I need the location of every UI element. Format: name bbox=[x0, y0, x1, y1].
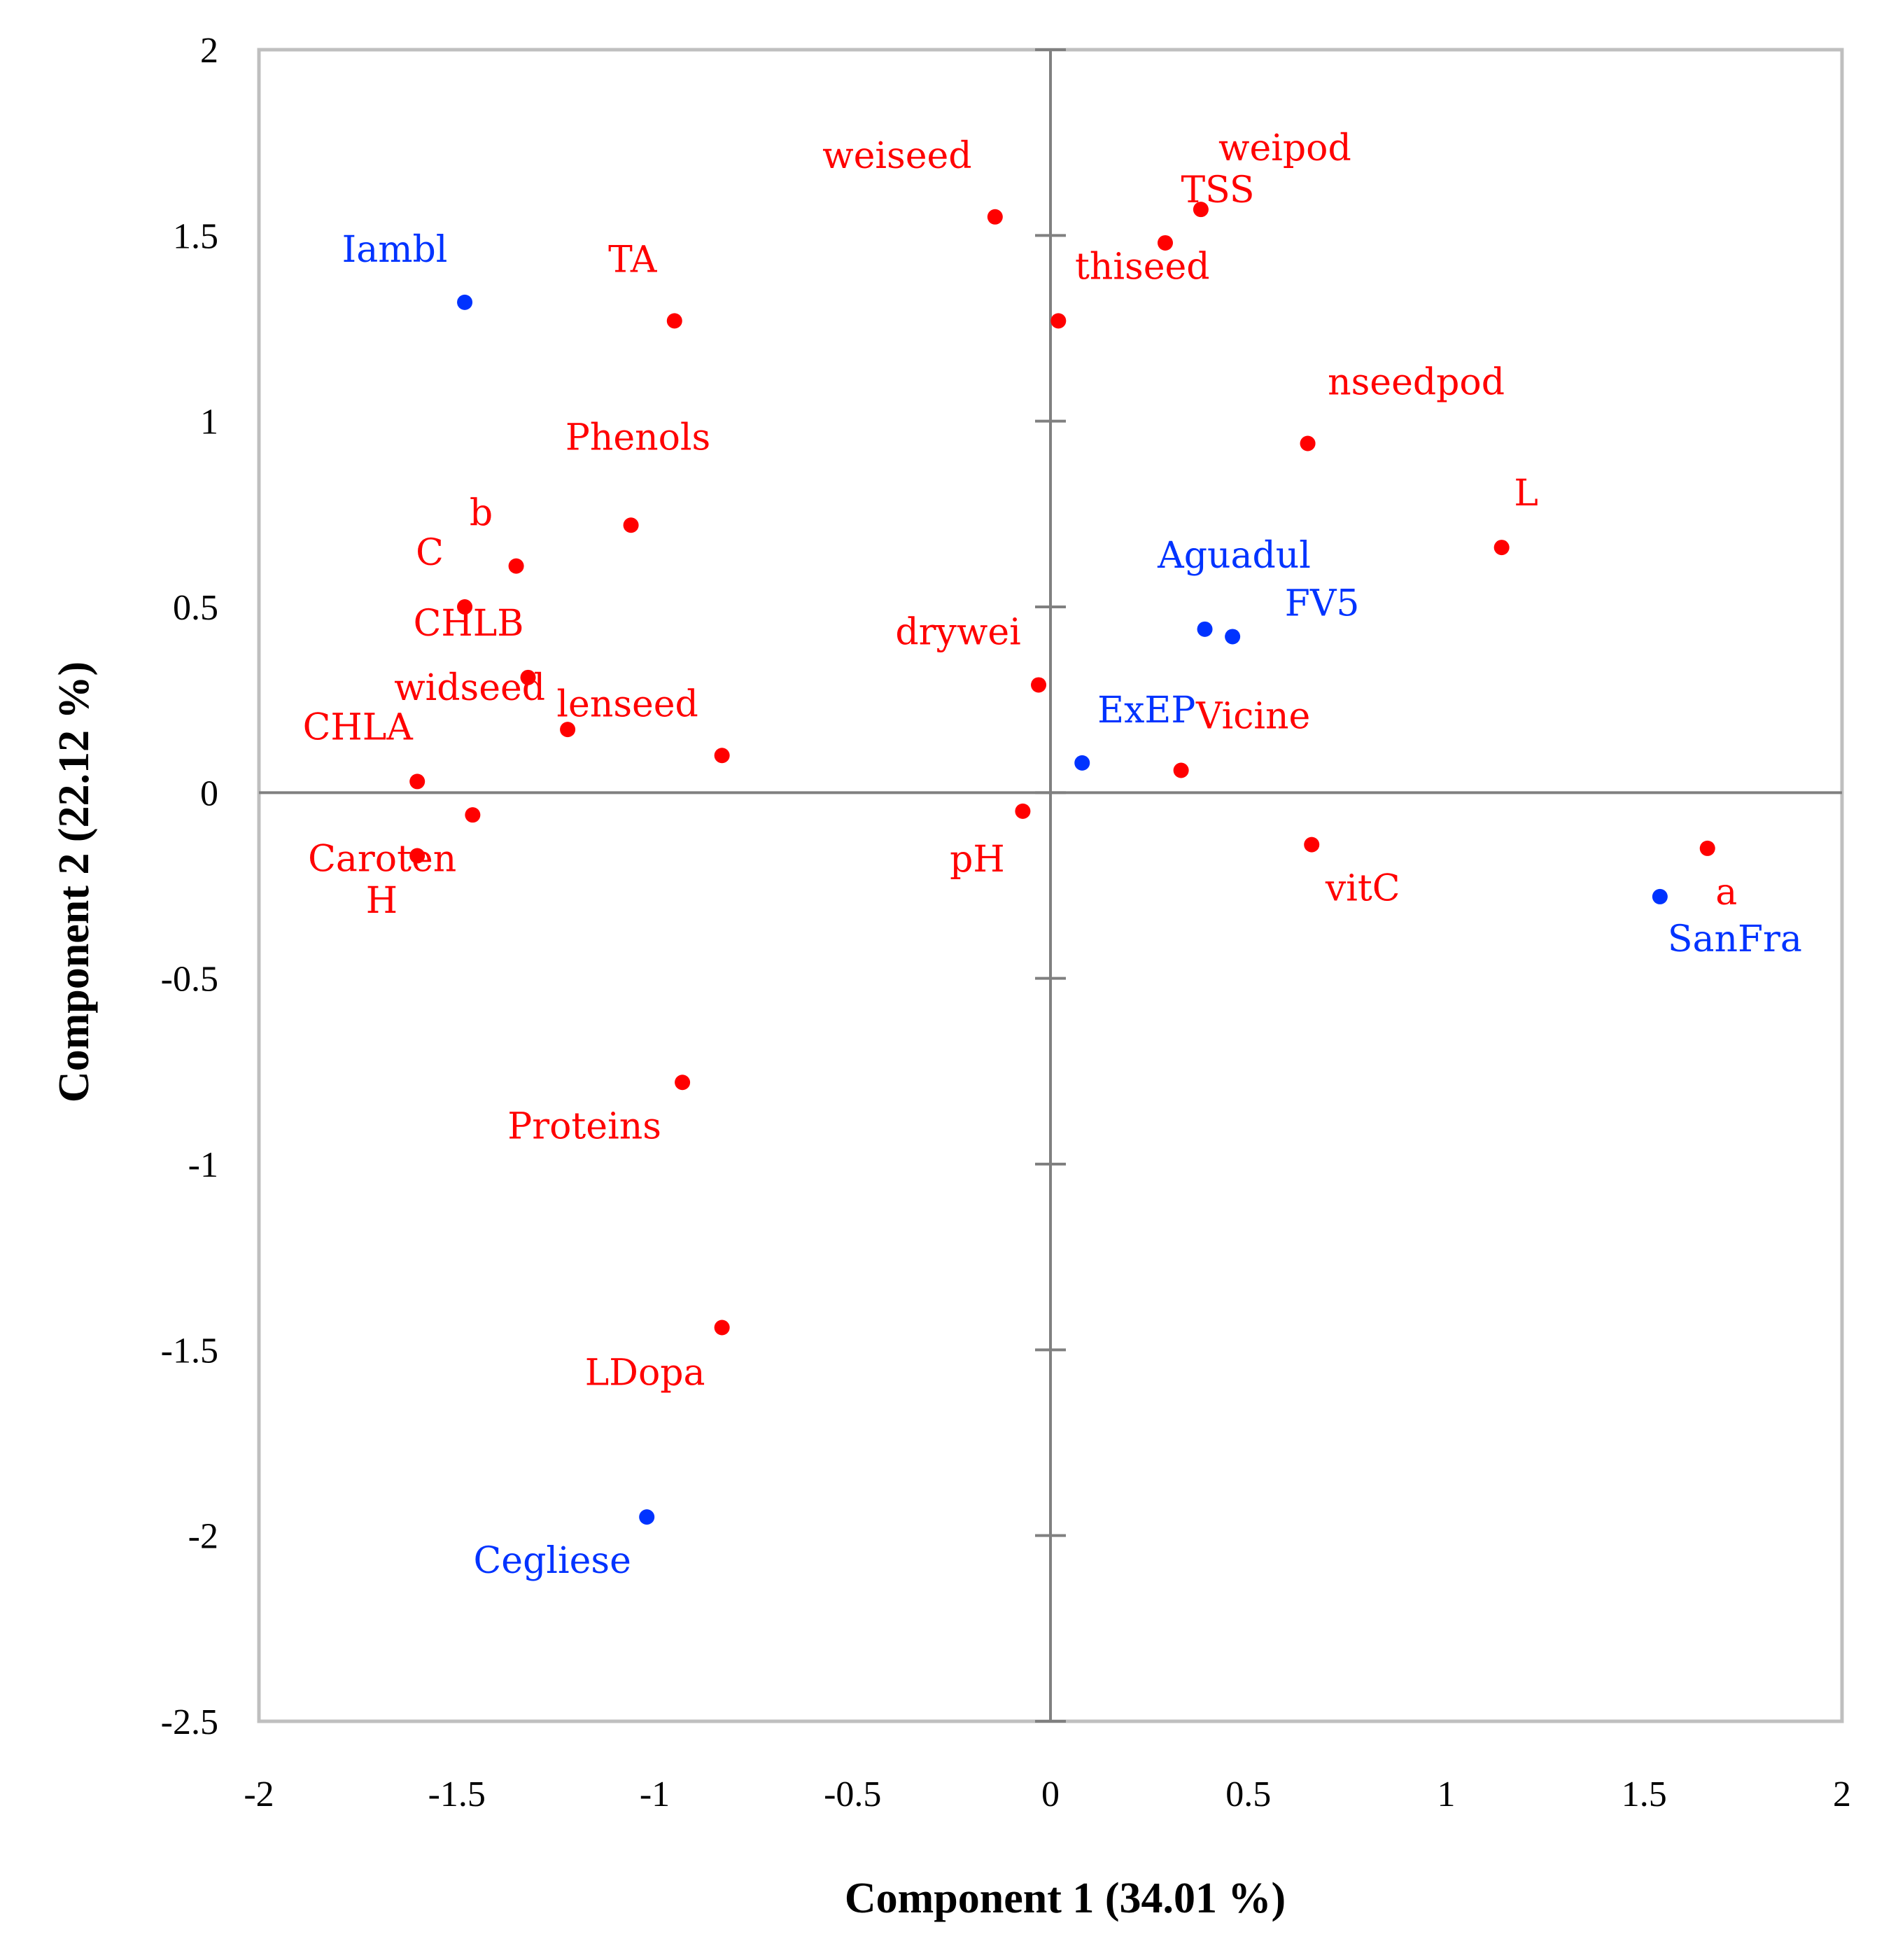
point-cegliese bbox=[639, 1509, 655, 1525]
label-chlb: CHLB bbox=[414, 603, 524, 645]
point-vicine bbox=[1173, 762, 1189, 778]
point-aguadul bbox=[1197, 621, 1213, 637]
label-ta: TA bbox=[608, 239, 658, 281]
label-phenols: Phenols bbox=[565, 416, 710, 458]
x-tick-label: 0 bbox=[1041, 1774, 1060, 1814]
label-drywei: drywei bbox=[895, 611, 1020, 653]
x-tick-label: -0.5 bbox=[824, 1774, 881, 1814]
point-chlb bbox=[520, 669, 536, 685]
point-ph bbox=[1015, 803, 1031, 819]
point-ta bbox=[666, 313, 682, 329]
y-tick-label: -2.5 bbox=[161, 1702, 218, 1742]
point-ldopa bbox=[714, 1320, 730, 1336]
point-drywei bbox=[1031, 677, 1047, 693]
y-tick-labels: 2 1.5 1 0.5 0 -0.5 -1 -1.5 -2 -2.5 bbox=[161, 31, 218, 1742]
y-axis-title: Component 2 (22.12 %) bbox=[50, 662, 98, 1102]
label-caroten: Caroten bbox=[308, 839, 456, 881]
x-tick-labels: -2 -1.5 -1 -0.5 0 0.5 1 1.5 2 bbox=[244, 1774, 1851, 1814]
point-h bbox=[465, 807, 481, 823]
label-cegliese: Cegliese bbox=[474, 1540, 631, 1582]
y-tick-label: 2 bbox=[200, 31, 218, 71]
point-nseedpod bbox=[1300, 435, 1316, 451]
x-tick-label: 2 bbox=[1833, 1774, 1851, 1814]
label-weiseed: weiseed bbox=[822, 135, 971, 177]
point-vitc bbox=[1304, 836, 1320, 853]
point-c bbox=[457, 599, 473, 615]
label-c: C bbox=[416, 532, 444, 574]
data-points bbox=[409, 202, 1715, 1525]
label-a: a bbox=[1715, 872, 1737, 913]
x-tick-label: 1.5 bbox=[1622, 1774, 1667, 1814]
label-fv5: FV5 bbox=[1285, 582, 1360, 624]
x-tick-label: 1 bbox=[1437, 1774, 1456, 1814]
label-b: b bbox=[470, 493, 493, 535]
label-widseed: widseed bbox=[394, 667, 545, 709]
label-aguadul: Aguadul bbox=[1157, 535, 1311, 577]
axes-group bbox=[259, 48, 1842, 1723]
y-tick-label: 0.5 bbox=[173, 588, 218, 628]
label-proteins: Proteins bbox=[507, 1105, 661, 1147]
point-thiseed bbox=[1050, 313, 1067, 329]
label-h: H bbox=[366, 880, 398, 922]
y-tick-label: -1.5 bbox=[161, 1331, 218, 1371]
label-ph: pH bbox=[950, 839, 1005, 881]
point-weipod bbox=[1193, 202, 1209, 218]
label-exep: ExEP bbox=[1097, 690, 1195, 732]
y-tick-label: 0 bbox=[200, 774, 218, 813]
point-lenseed bbox=[714, 748, 730, 764]
point-exep bbox=[1074, 755, 1090, 771]
x-tick-label: -1.5 bbox=[428, 1774, 486, 1814]
point-fv5 bbox=[1225, 629, 1241, 645]
point-a bbox=[1699, 840, 1715, 856]
label-vicine: Vicine bbox=[1195, 695, 1310, 737]
label-lenseed: lenseed bbox=[556, 683, 698, 725]
x-axis-title: Component 1 (34.01 %) bbox=[845, 1875, 1286, 1922]
y-tick-label: -1 bbox=[188, 1145, 218, 1185]
point-l bbox=[1493, 540, 1510, 556]
label-tss: TSS bbox=[1181, 169, 1254, 211]
label-weipod: weipod bbox=[1218, 127, 1351, 169]
x-tick-label: 0.5 bbox=[1225, 1774, 1271, 1814]
point-weiseed bbox=[987, 209, 1003, 225]
y-tick-label: 1.5 bbox=[173, 216, 218, 256]
label-nseedpod: nseedpod bbox=[1328, 362, 1505, 404]
x-tick-label: -1 bbox=[640, 1774, 670, 1814]
label-iambl: Iambl bbox=[342, 229, 448, 271]
point-tss bbox=[1157, 234, 1173, 251]
point-phenols bbox=[623, 517, 639, 533]
y-tick-label: 1 bbox=[200, 402, 218, 442]
point-widseed bbox=[560, 722, 576, 738]
y-tick-label: -2 bbox=[188, 1517, 218, 1557]
x-tick-label: -2 bbox=[244, 1774, 274, 1814]
point-iambl bbox=[457, 294, 473, 310]
y-tick-label: -0.5 bbox=[161, 960, 218, 1000]
label-sanfra: SanFra bbox=[1668, 918, 1802, 960]
label-chla: CHLA bbox=[303, 706, 414, 748]
label-thiseed: thiseed bbox=[1075, 246, 1210, 288]
label-l: L bbox=[1514, 472, 1538, 514]
point-chla bbox=[409, 774, 426, 790]
point-sanfra bbox=[1652, 888, 1668, 904]
point-caroten bbox=[409, 848, 426, 864]
point-proteins bbox=[675, 1074, 691, 1091]
label-vitc: vitC bbox=[1325, 868, 1400, 910]
label-ldopa: LDopa bbox=[585, 1352, 705, 1394]
point-b bbox=[508, 558, 524, 574]
